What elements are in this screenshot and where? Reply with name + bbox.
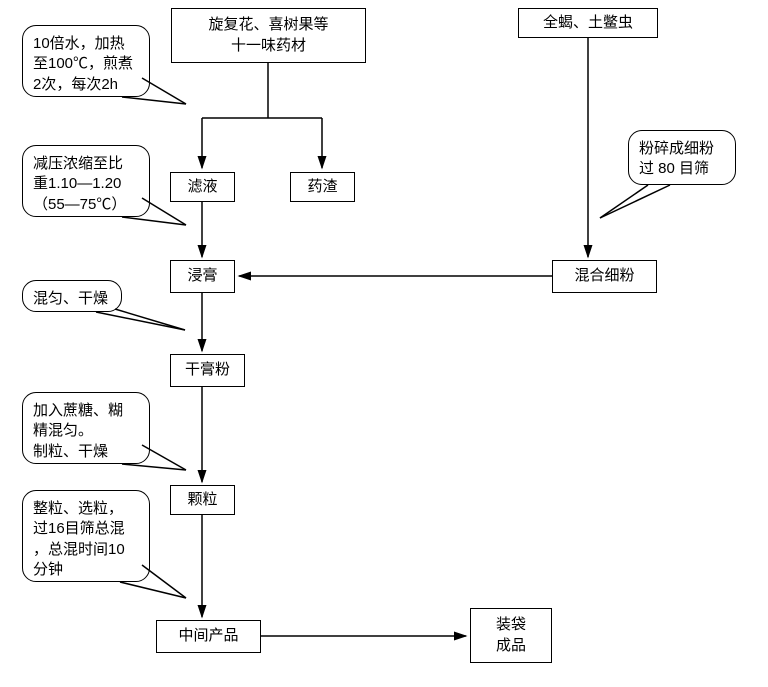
connector-layer xyxy=(0,0,768,687)
node-granule: 颗粒 xyxy=(170,485,235,515)
node-intermediate: 中间产品 xyxy=(156,620,261,653)
node-final: 装袋成品 xyxy=(470,608,552,663)
node-extract: 浸膏 xyxy=(170,260,235,293)
node-dry-powder: 干膏粉 xyxy=(170,354,245,387)
node-filtrate: 滤液 xyxy=(170,172,235,202)
callout-sieve16: 整粒、选粒，过16目筛总混，总混时间10分钟 xyxy=(22,490,150,582)
node-scorpion: 全蝎、土鳖虫 xyxy=(518,8,658,38)
callout-sucrose: 加入蔗糖、糊精混匀。制粒、干燥 xyxy=(22,392,150,464)
node-mixed-powder: 混合细粉 xyxy=(552,260,657,293)
callout-concentrate: 减压浓缩至比重1.10—1.20（55—75℃） xyxy=(22,145,150,217)
callout-mix-dry: 混匀、干燥 xyxy=(22,280,122,312)
node-residue: 药渣 xyxy=(290,172,355,202)
node-herbs-11: 旋复花、喜树果等十一味药材 xyxy=(171,8,366,63)
callout-sieve80: 粉碎成细粉过 80 目筛 xyxy=(628,130,736,185)
callout-boil: 10倍水，加热至100℃，煎煮2次，每次2h xyxy=(22,25,150,97)
